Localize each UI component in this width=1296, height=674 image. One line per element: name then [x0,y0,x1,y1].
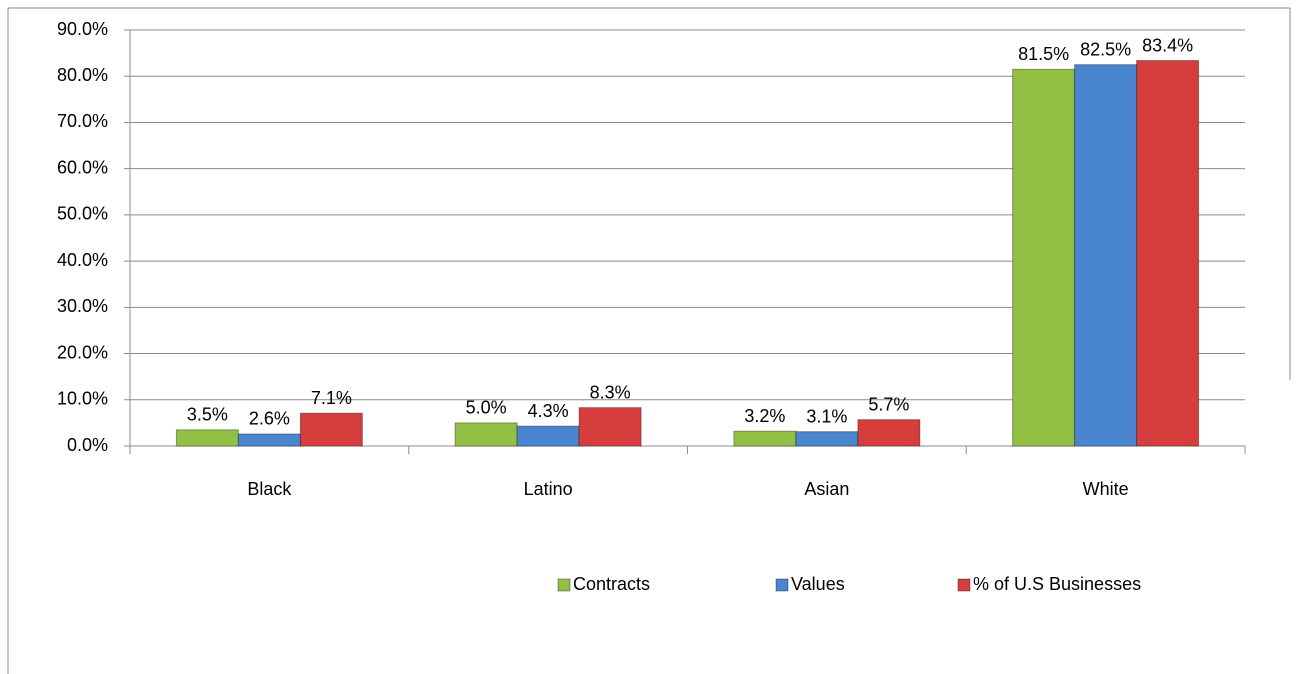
y-tick-label: 30.0% [57,296,108,316]
value-label: 5.7% [868,394,909,414]
legend-swatch [557,578,571,592]
y-tick-label: 90.0% [57,19,108,39]
value-label: 2.6% [249,409,290,429]
bar [1012,68,1076,447]
legend-label: % of U.S Businesses [973,574,1141,594]
x-tick-label: White [1083,479,1129,499]
bar [795,431,859,447]
bar [237,433,301,447]
y-tick-label: 80.0% [57,65,108,85]
bar [857,419,921,447]
bar [175,429,239,447]
y-tick-label: 50.0% [57,204,108,224]
value-label: 82.5% [1080,39,1131,59]
value-label: 5.0% [466,398,507,418]
value-label: 8.3% [590,382,631,402]
x-tick-label: Latino [524,479,573,499]
bar [1136,60,1200,447]
y-tick-label: 0.0% [67,435,108,455]
y-tick-label: 20.0% [57,342,108,362]
y-tick-label: 40.0% [57,250,108,270]
value-label: 83.4% [1142,35,1193,55]
bar [299,412,363,447]
bar [733,430,797,447]
bar [516,425,580,447]
y-tick-label: 70.0% [57,111,108,131]
bar [1074,64,1138,447]
value-label: 3.5% [187,405,228,425]
bar [578,407,642,447]
value-label: 3.1% [806,406,847,426]
value-label: 81.5% [1018,44,1069,64]
legend-label: Contracts [573,574,650,594]
value-label: 3.2% [744,406,785,426]
bar [454,422,518,447]
value-label: 4.3% [528,401,569,421]
legend-swatch [957,578,971,592]
legend-swatch [775,578,789,592]
value-label: 7.1% [311,388,352,408]
legend-label: Values [791,574,845,594]
x-tick-label: Black [247,479,292,499]
x-tick-label: Asian [804,479,849,499]
y-tick-label: 10.0% [57,389,108,409]
y-tick-label: 60.0% [57,157,108,177]
